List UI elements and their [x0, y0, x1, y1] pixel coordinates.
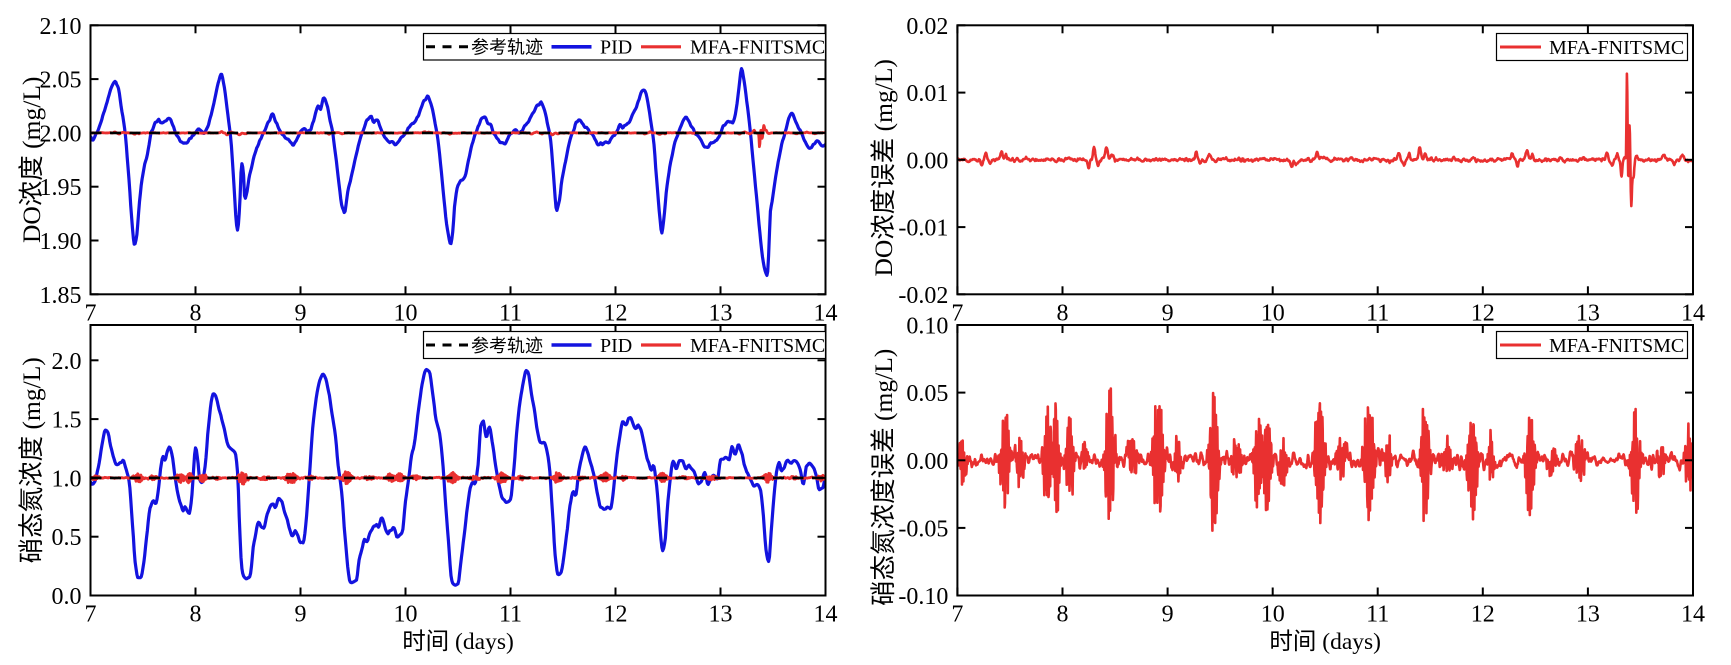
- x-tick-label: 10: [1261, 602, 1285, 628]
- y-tick-label: 0.02: [906, 14, 948, 40]
- x-tick-label: 8: [190, 300, 202, 326]
- x-tick-label: 8: [1057, 300, 1069, 326]
- y-axis-label-no3: 硝态氮浓度 (mg/L): [17, 357, 46, 563]
- legend-label: MFA-FNITSMC: [1549, 37, 1684, 59]
- legend-box: [422, 32, 827, 61]
- legend-do_err: MFA-FNITSMC: [1495, 32, 1689, 62]
- y-tick-label: 0.00: [906, 148, 948, 174]
- series-do-pid: [90, 67, 826, 277]
- legend-label: PID: [600, 37, 632, 59]
- y-tick-label: 1.5: [52, 408, 82, 434]
- x-tick-label: 14: [1681, 602, 1705, 628]
- x-tick-label: 7: [85, 300, 97, 326]
- x-tick-label: 11: [1366, 300, 1389, 326]
- y-tick-label: 1.85: [40, 283, 82, 309]
- legend-label: 参考轨迹: [471, 38, 543, 58]
- x-tick-label: 9: [1162, 602, 1174, 628]
- x-tick-label: 9: [295, 300, 307, 326]
- legend-label: 参考轨迹: [471, 336, 543, 356]
- x-tick-label: 13: [1576, 300, 1600, 326]
- series-group-do: [90, 67, 826, 277]
- x-tick-label: 8: [190, 602, 202, 628]
- ticks-do: [89, 24, 827, 296]
- x-tick-label: 14: [1681, 300, 1705, 326]
- x-tick-label: 9: [295, 602, 307, 628]
- subplot-do: 7 8 9 10 11 12 13 14 1.85 1.90 1.95 2.00 2.05 2.10 DO浓…: [17, 14, 838, 326]
- y-tick-label: 0.5: [52, 525, 82, 551]
- y-tick-label: 0.0: [52, 584, 82, 610]
- x-tick-label: 14: [814, 300, 838, 326]
- x-tick-label: 7: [951, 602, 963, 628]
- series-group-do_err: [957, 72, 1693, 208]
- subplot-no3_err: 7 8 9 10 11 12 13 14 -0.10 -0.05 0.00 0.05 0.10 硝态氮浓度…: [869, 314, 1705, 656]
- legend-label: MFA-FNITSMC: [690, 37, 825, 59]
- x-tick-label: 12: [1471, 300, 1495, 326]
- legend-label: PID: [600, 335, 632, 357]
- y-tick-label: 0.01: [906, 81, 948, 107]
- y-tick-label: 2.00: [40, 121, 82, 147]
- ticks-no3: [89, 325, 827, 597]
- legend-box: [422, 330, 827, 360]
- y-axis-label-no3_err: 硝态氮浓度误差 (mg/L): [869, 349, 898, 606]
- y-axis-label-do: DO浓度 (mg/L): [17, 77, 46, 243]
- legend-no3: 参考轨迹 PID MFA-FNITSMC: [422, 330, 827, 360]
- y-tick-label: 0.05: [906, 381, 948, 407]
- y-tick-label: -0.01: [898, 216, 948, 242]
- series-group-no3_err: [957, 387, 1693, 532]
- y-tick-label: -0.05: [898, 516, 948, 542]
- legend-label: MFA-FNITSMC: [690, 335, 825, 357]
- x-tick-label: 11: [499, 300, 522, 326]
- y-tick-label: 0.10: [906, 314, 948, 340]
- legend-label: MFA-FNITSMC: [1549, 335, 1684, 357]
- axes-frame-no3: [89, 324, 827, 597]
- series-do_err-mfa-fnitsmc: [957, 72, 1693, 208]
- y-tick-label: 2.10: [40, 14, 82, 40]
- series-no3_err-mfa-fnitsmc: [957, 387, 1693, 532]
- ticks-no3_err: [956, 324, 1694, 597]
- axes-frame-do: [89, 24, 827, 296]
- y-tick-label: 1.90: [40, 229, 82, 255]
- x-tick-label: 7: [85, 602, 97, 628]
- x-tick-label: 13: [1576, 602, 1600, 628]
- y-tick-label: 1.95: [40, 175, 82, 201]
- legend-do: 参考轨迹 PID MFA-FNITSMC: [422, 32, 827, 61]
- ticks-do_err: [956, 24, 1694, 296]
- y-axis-label-do_err: DO浓度误差 (mg/L): [869, 59, 898, 276]
- y-tick-label: 2.0: [52, 349, 82, 375]
- subplot-do_err: 7 8 9 10 11 12 13 14 -0.02 -0.01 0.00 0.01 0.02 DO浓度误…: [869, 14, 1705, 326]
- x-tick-label: 11: [499, 602, 522, 628]
- x-tick-label: 7: [951, 300, 963, 326]
- y-tick-label: -0.10: [898, 584, 948, 610]
- x-tick-label: 10: [394, 602, 418, 628]
- x-tick-label: 12: [604, 602, 628, 628]
- x-tick-label: 11: [1366, 602, 1389, 628]
- legend-no3_err: MFA-FNITSMC: [1495, 330, 1689, 360]
- x-tick-label: 10: [1261, 300, 1285, 326]
- y-tick-label: 0.00: [906, 449, 948, 475]
- x-tick-label: 10: [394, 300, 418, 326]
- x-tick-label: 14: [814, 602, 838, 628]
- x-tick-label: 13: [709, 300, 733, 326]
- y-tick-label: 1.0: [52, 466, 82, 492]
- y-tick-label: 2.05: [40, 68, 82, 94]
- y-tick-label: -0.02: [898, 283, 948, 309]
- x-tick-label: 12: [604, 300, 628, 326]
- x-tick-label: 9: [1162, 300, 1174, 326]
- x-tick-label: 8: [1057, 602, 1069, 628]
- x-tick-label: 13: [709, 602, 733, 628]
- x-tick-label: 12: [1471, 602, 1495, 628]
- x-axis-label-no3: 时间 (days): [402, 628, 514, 655]
- x-axis-label-no3_err: 时间 (days): [1269, 628, 1381, 655]
- series-group-no3: [90, 367, 826, 587]
